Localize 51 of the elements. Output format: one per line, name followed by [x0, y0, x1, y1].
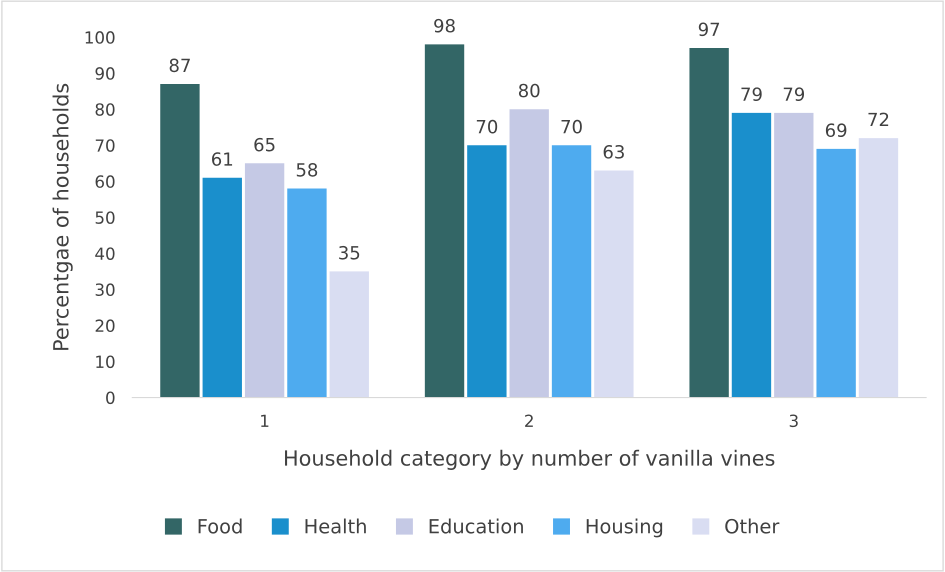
bar: [594, 170, 634, 398]
data-label: 58: [296, 163, 318, 177]
data-label: 70: [562, 120, 582, 134]
bar: [202, 178, 242, 398]
bar: [330, 271, 369, 398]
data-label: 79: [784, 87, 804, 102]
data-label: 72: [868, 112, 888, 126]
y-tick-label: 0: [106, 392, 115, 404]
bar: [424, 44, 464, 398]
y-tick-label: 100: [86, 31, 115, 44]
data-label: 97: [698, 22, 720, 36]
y-tick-label: 20: [96, 319, 115, 332]
y-tick-label: 80: [96, 103, 115, 116]
bar: [510, 109, 549, 398]
bar: [467, 145, 507, 398]
x-axis-title: Household category by number of vanilla vines: [285, 450, 774, 470]
data-label: 65: [254, 138, 275, 152]
x-tick-label: 2: [525, 414, 533, 427]
legend-label: Food: [198, 518, 242, 534]
bar: [287, 188, 327, 398]
data-label: 98: [434, 18, 455, 33]
x-tick-label: 3: [790, 414, 798, 428]
bar: [689, 48, 729, 398]
y-tick-label: 40: [95, 247, 115, 260]
data-label: 69: [826, 123, 846, 138]
data-label: 63: [604, 145, 624, 159]
legend-label: Health: [306, 518, 366, 534]
legend-label: Other: [725, 518, 780, 534]
y-tick-label: 50: [96, 211, 115, 224]
y-tick-label: 10: [96, 355, 115, 368]
y-tick-label: 70: [96, 139, 115, 152]
data-label: 87: [170, 58, 190, 72]
data-label: 35: [339, 246, 360, 260]
y-tick-label: 90: [95, 67, 115, 80]
bar: [732, 112, 772, 398]
y-tick-label: 60: [96, 175, 115, 188]
bar: [160, 84, 200, 398]
bar: [774, 112, 814, 398]
y-tick-label: 30: [96, 283, 115, 296]
legend-label: Housing: [586, 518, 662, 538]
bar: [858, 138, 898, 398]
legend-label: Education: [430, 518, 523, 534]
x-tick-label: 1: [261, 414, 268, 427]
data-label: 79: [741, 87, 762, 102]
data-label: 61: [212, 152, 232, 166]
data-label: 70: [476, 120, 498, 134]
bar: [552, 145, 592, 398]
bar: [244, 163, 284, 398]
bar: [816, 148, 856, 398]
data-label: 80: [518, 84, 540, 98]
y-axis-title: Percentgae of households: [52, 84, 73, 350]
